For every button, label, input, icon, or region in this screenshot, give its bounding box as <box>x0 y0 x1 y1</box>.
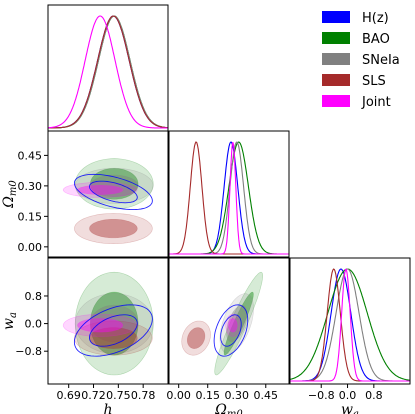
contour-sneia-Om-wa-1sigma <box>226 304 248 343</box>
contour-bao-Om-wa-2sigma <box>214 271 264 376</box>
x-axis-title-h: h <box>103 402 112 414</box>
contour-hz-h-Om-2sigma <box>73 173 153 211</box>
x-tick-label-Om-3: 0.45 <box>254 389 279 402</box>
contour-bao-Om-wa-1sigma <box>223 291 254 356</box>
legend-label-sls: SLS <box>362 74 386 89</box>
contour-sls-h-Om-1sigma <box>89 219 138 239</box>
legend-label-bao: BAO <box>362 32 390 47</box>
contour-joint-Om-wa-1sigma <box>228 318 238 333</box>
legend-swatch-sls <box>322 74 350 86</box>
x-axis-title-wa: wa <box>341 402 359 414</box>
contour-hz-h-wa-1sigma <box>89 314 138 347</box>
legend-swatch-hz <box>322 11 350 23</box>
legend-swatch-joint <box>322 95 350 107</box>
y-tick-label-wa-2: 0.8 <box>25 290 43 303</box>
x-tick-label-wa-1: 0.0 <box>339 389 357 402</box>
marginal-joint-wa <box>290 268 410 382</box>
contour-joint-h-wa-1sigma <box>77 318 124 333</box>
contour-hz-h-wa-2sigma <box>73 304 153 357</box>
marginal-hz-h <box>48 15 168 129</box>
contour-joint-h-wa-2sigma <box>62 313 138 337</box>
panel-frames <box>47 4 411 385</box>
legend-label-joint: Joint <box>361 95 391 110</box>
x-tick-label-Om-0: 0.00 <box>166 389 191 402</box>
y-axis-title-sub-Om: m0 <box>8 180 19 196</box>
contour-hz-h-Om-1sigma <box>89 180 138 204</box>
contour-joint-h-Om-1sigma <box>77 185 124 195</box>
panel-frame-h-wa <box>47 257 169 385</box>
contour-sls-h-Om-2sigma <box>74 213 153 245</box>
contour-joint-Om-wa-2sigma <box>225 313 241 337</box>
marginal-bao-h <box>48 15 169 129</box>
marginal-sls-wa <box>290 268 410 382</box>
y-tick-label-Om-1: 0.15 <box>18 210 43 223</box>
tick-layer: 0.690.720.750.78h0.000.150.300.45Ωm00.00… <box>1 149 383 414</box>
y-tick-label-Om-0: 0.00 <box>18 241 43 254</box>
y-tick-label-Om-3: 0.45 <box>18 149 43 162</box>
x-tick-label-h-3: 0.78 <box>131 389 156 402</box>
marginal-sneia-h <box>48 15 169 129</box>
contour-hz-Om-wa-1sigma <box>220 314 242 347</box>
y-tick-label-Om-2: 0.30 <box>18 180 43 193</box>
y-axis-title-sub-wa: a <box>8 312 19 318</box>
legend-label-hz: H(z) <box>362 11 389 26</box>
x-tick-label-wa-2: 0.8 <box>365 389 383 402</box>
curve-layer <box>47 15 411 382</box>
contour-bao-h-Om-2sigma <box>74 158 154 210</box>
marginal-joint-h <box>47 15 168 129</box>
x-tick-label-wa-0: −0.8 <box>308 389 335 402</box>
x-axis-title-sub-Om: m0 <box>227 409 243 414</box>
panel-frame-h-Om <box>47 130 169 258</box>
legend-label-sneia: SNeIa <box>362 53 400 68</box>
x-tick-label-Om-1: 0.15 <box>195 389 220 402</box>
x-tick-label-Om-2: 0.30 <box>224 389 249 402</box>
contour-sls-Om-wa-2sigma <box>181 320 211 356</box>
marginal-joint-Om <box>169 141 289 255</box>
y-axis-title-wa: wa <box>1 312 19 330</box>
marginal-sneia-wa <box>290 268 410 382</box>
contour-sls-h-wa-2sigma <box>74 320 153 356</box>
contour-hz-Om-wa-2sigma <box>213 304 249 357</box>
legend-swatch-sneia <box>322 53 350 65</box>
panel-frame-Om-wa <box>168 257 290 385</box>
x-axis-title-sub-wa: a <box>353 409 359 414</box>
y-tick-label-wa-0: −0.8 <box>15 345 42 358</box>
x-tick-label-h-2: 0.75 <box>106 389 131 402</box>
contour-fill-layer <box>62 158 264 376</box>
panel-frame-Om-Om <box>168 130 290 258</box>
y-tick-label-wa-1: 0.0 <box>25 318 43 331</box>
legend-swatch-bao <box>322 32 350 44</box>
legend: H(z) BAO SNeIa SLS Joint <box>322 11 400 110</box>
contour-sneia-h-wa-2sigma <box>74 293 154 354</box>
contour-bao-h-wa-1sigma <box>89 291 139 356</box>
x-tick-label-h-0: 0.69 <box>56 389 81 402</box>
marginal-hz-wa <box>290 268 410 382</box>
marginal-bao-wa <box>289 268 411 381</box>
x-tick-label-h-1: 0.72 <box>81 389 106 402</box>
contour-sls-Om-wa-1sigma <box>187 327 206 349</box>
x-axis-title-Om: Ωm0 <box>214 402 243 414</box>
marginal-sls-h <box>48 15 168 129</box>
panel-frame-wa-wa <box>289 257 411 385</box>
y-axis-title-Om: Ωm0 <box>1 180 19 209</box>
contour-bao-h-wa-2sigma <box>74 271 154 376</box>
